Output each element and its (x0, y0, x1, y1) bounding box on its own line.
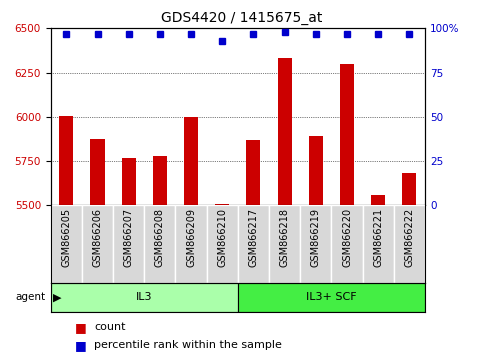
Bar (90, 139, 104, 205)
Bar (113, 205, 144, 283)
Bar (363, 205, 394, 283)
Text: GSM866220: GSM866220 (342, 208, 352, 267)
Bar (309, 136, 323, 205)
Text: GSM866222: GSM866222 (404, 208, 414, 267)
Text: GSM866210: GSM866210 (217, 208, 227, 267)
Text: GSM866219: GSM866219 (311, 208, 321, 267)
Text: percentile rank within the sample: percentile rank within the sample (94, 340, 282, 350)
Bar (278, 58, 292, 205)
Text: IL3: IL3 (136, 292, 153, 302)
Bar (402, 173, 416, 205)
Bar (300, 205, 331, 283)
Bar (340, 64, 354, 205)
Bar (59, 116, 73, 205)
Text: GSM866221: GSM866221 (373, 208, 383, 267)
Bar (82, 205, 113, 283)
Bar (144, 205, 175, 283)
Text: ■: ■ (75, 339, 86, 352)
Bar (394, 205, 425, 283)
Bar (207, 205, 238, 283)
Bar (184, 117, 198, 205)
Bar (371, 195, 385, 205)
Text: GSM866205: GSM866205 (61, 208, 71, 267)
Bar (331, 205, 363, 283)
Bar (153, 156, 167, 205)
Text: GSM866218: GSM866218 (280, 208, 290, 267)
Bar (238, 205, 269, 283)
Bar (175, 205, 207, 283)
Text: GSM866207: GSM866207 (124, 208, 134, 267)
Text: agent: agent (16, 292, 46, 302)
Text: GDS4420 / 1415675_at: GDS4420 / 1415675_at (161, 11, 322, 25)
Text: GSM866217: GSM866217 (248, 208, 258, 267)
Bar (269, 205, 300, 283)
Text: count: count (94, 322, 126, 332)
Text: GSM866209: GSM866209 (186, 208, 196, 267)
Text: ▶: ▶ (53, 292, 62, 302)
Bar (238, 283, 425, 312)
Text: GSM866208: GSM866208 (155, 208, 165, 267)
Bar (51, 283, 238, 312)
Bar (215, 204, 229, 205)
Text: IL3+ SCF: IL3+ SCF (306, 292, 357, 302)
Bar (246, 140, 260, 205)
Bar (122, 158, 136, 205)
Bar (51, 205, 82, 283)
Text: ■: ■ (75, 321, 86, 334)
Text: GSM866206: GSM866206 (93, 208, 102, 267)
